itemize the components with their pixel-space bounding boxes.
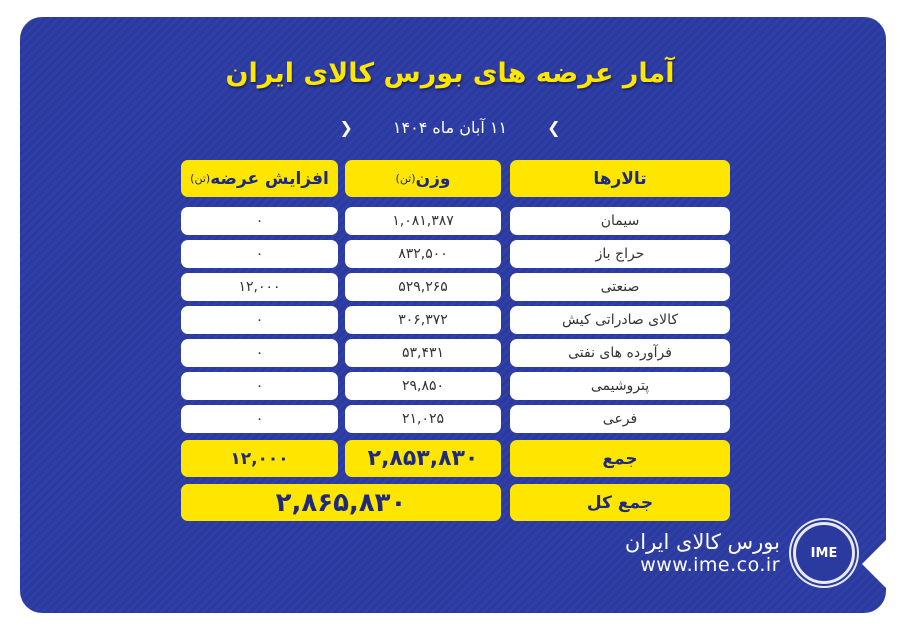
- date-line: ❯ ۱۱ آبان ماه ۱۴۰۴ ❮: [0, 118, 900, 137]
- card-notch: [862, 540, 886, 588]
- sum-label: جمع: [510, 440, 730, 477]
- row-weight: ۸۳۲,۵۰۰: [345, 240, 501, 268]
- header-weight-unit: (تن): [395, 172, 416, 185]
- row-increase: ۰: [181, 306, 338, 334]
- row-increase: ۰: [181, 339, 338, 367]
- chevron-right-icon: ❯: [547, 118, 561, 137]
- header-weight-label: وزن: [415, 168, 451, 189]
- row-increase: ۰: [181, 372, 338, 400]
- row-weight: ۲۱,۰۲۵: [345, 405, 501, 433]
- logo-mark: IME: [810, 545, 838, 561]
- row-increase: ۰: [181, 207, 338, 235]
- row-hall: پتروشیمی: [510, 372, 730, 400]
- brand-name: بورس کالای ایران: [624, 530, 780, 554]
- total-label: جمع کل: [510, 484, 730, 521]
- row-weight: ۵۲۹,۲۶۵: [345, 273, 501, 301]
- header-increase-unit: (تن): [190, 172, 211, 185]
- page-title: آمار عرضه های بورس کالای ایران: [225, 58, 675, 89]
- row-increase: ۰: [181, 240, 338, 268]
- row-hall: کالای صادراتی کیش: [510, 306, 730, 334]
- row-hall: فرعی: [510, 405, 730, 433]
- header-halls: تالارها: [510, 160, 730, 197]
- chevron-left-icon: ❮: [339, 118, 353, 137]
- header-increase-label: افزایش عرضه: [210, 168, 329, 189]
- row-hall: فرآورده های نفتی: [510, 339, 730, 367]
- row-weight: ۱,۰۸۱,۳۸۷: [345, 207, 501, 235]
- footer-brand: بورس کالای ایران www.ime.co.ir: [620, 530, 780, 576]
- row-hall: حراج باز: [510, 240, 730, 268]
- row-increase: ۰: [181, 405, 338, 433]
- row-weight: ۳۰۶,۳۷۲: [345, 306, 501, 334]
- row-hall: سیمان: [510, 207, 730, 235]
- row-hall: صنعتی: [510, 273, 730, 301]
- date: ۱۱ آبان ماه ۱۴۰۴: [392, 118, 508, 137]
- row-increase: ۱۲,۰۰۰: [181, 273, 338, 301]
- header-weight: وزن (تن): [345, 160, 501, 197]
- website-url[interactable]: www.ime.co.ir: [640, 554, 780, 576]
- row-weight: ۲۹,۸۵۰: [345, 372, 501, 400]
- sum-weight: ۲,۸۵۳,۸۳۰: [345, 440, 501, 477]
- ime-logo: IME: [793, 522, 855, 584]
- sum-increase: ۱۲,۰۰۰: [181, 440, 338, 477]
- row-weight: ۵۳,۴۳۱: [345, 339, 501, 367]
- header-increase: افزایش عرضه (تن): [181, 160, 338, 197]
- total-value: ۲,۸۶۵,۸۳۰: [181, 484, 501, 521]
